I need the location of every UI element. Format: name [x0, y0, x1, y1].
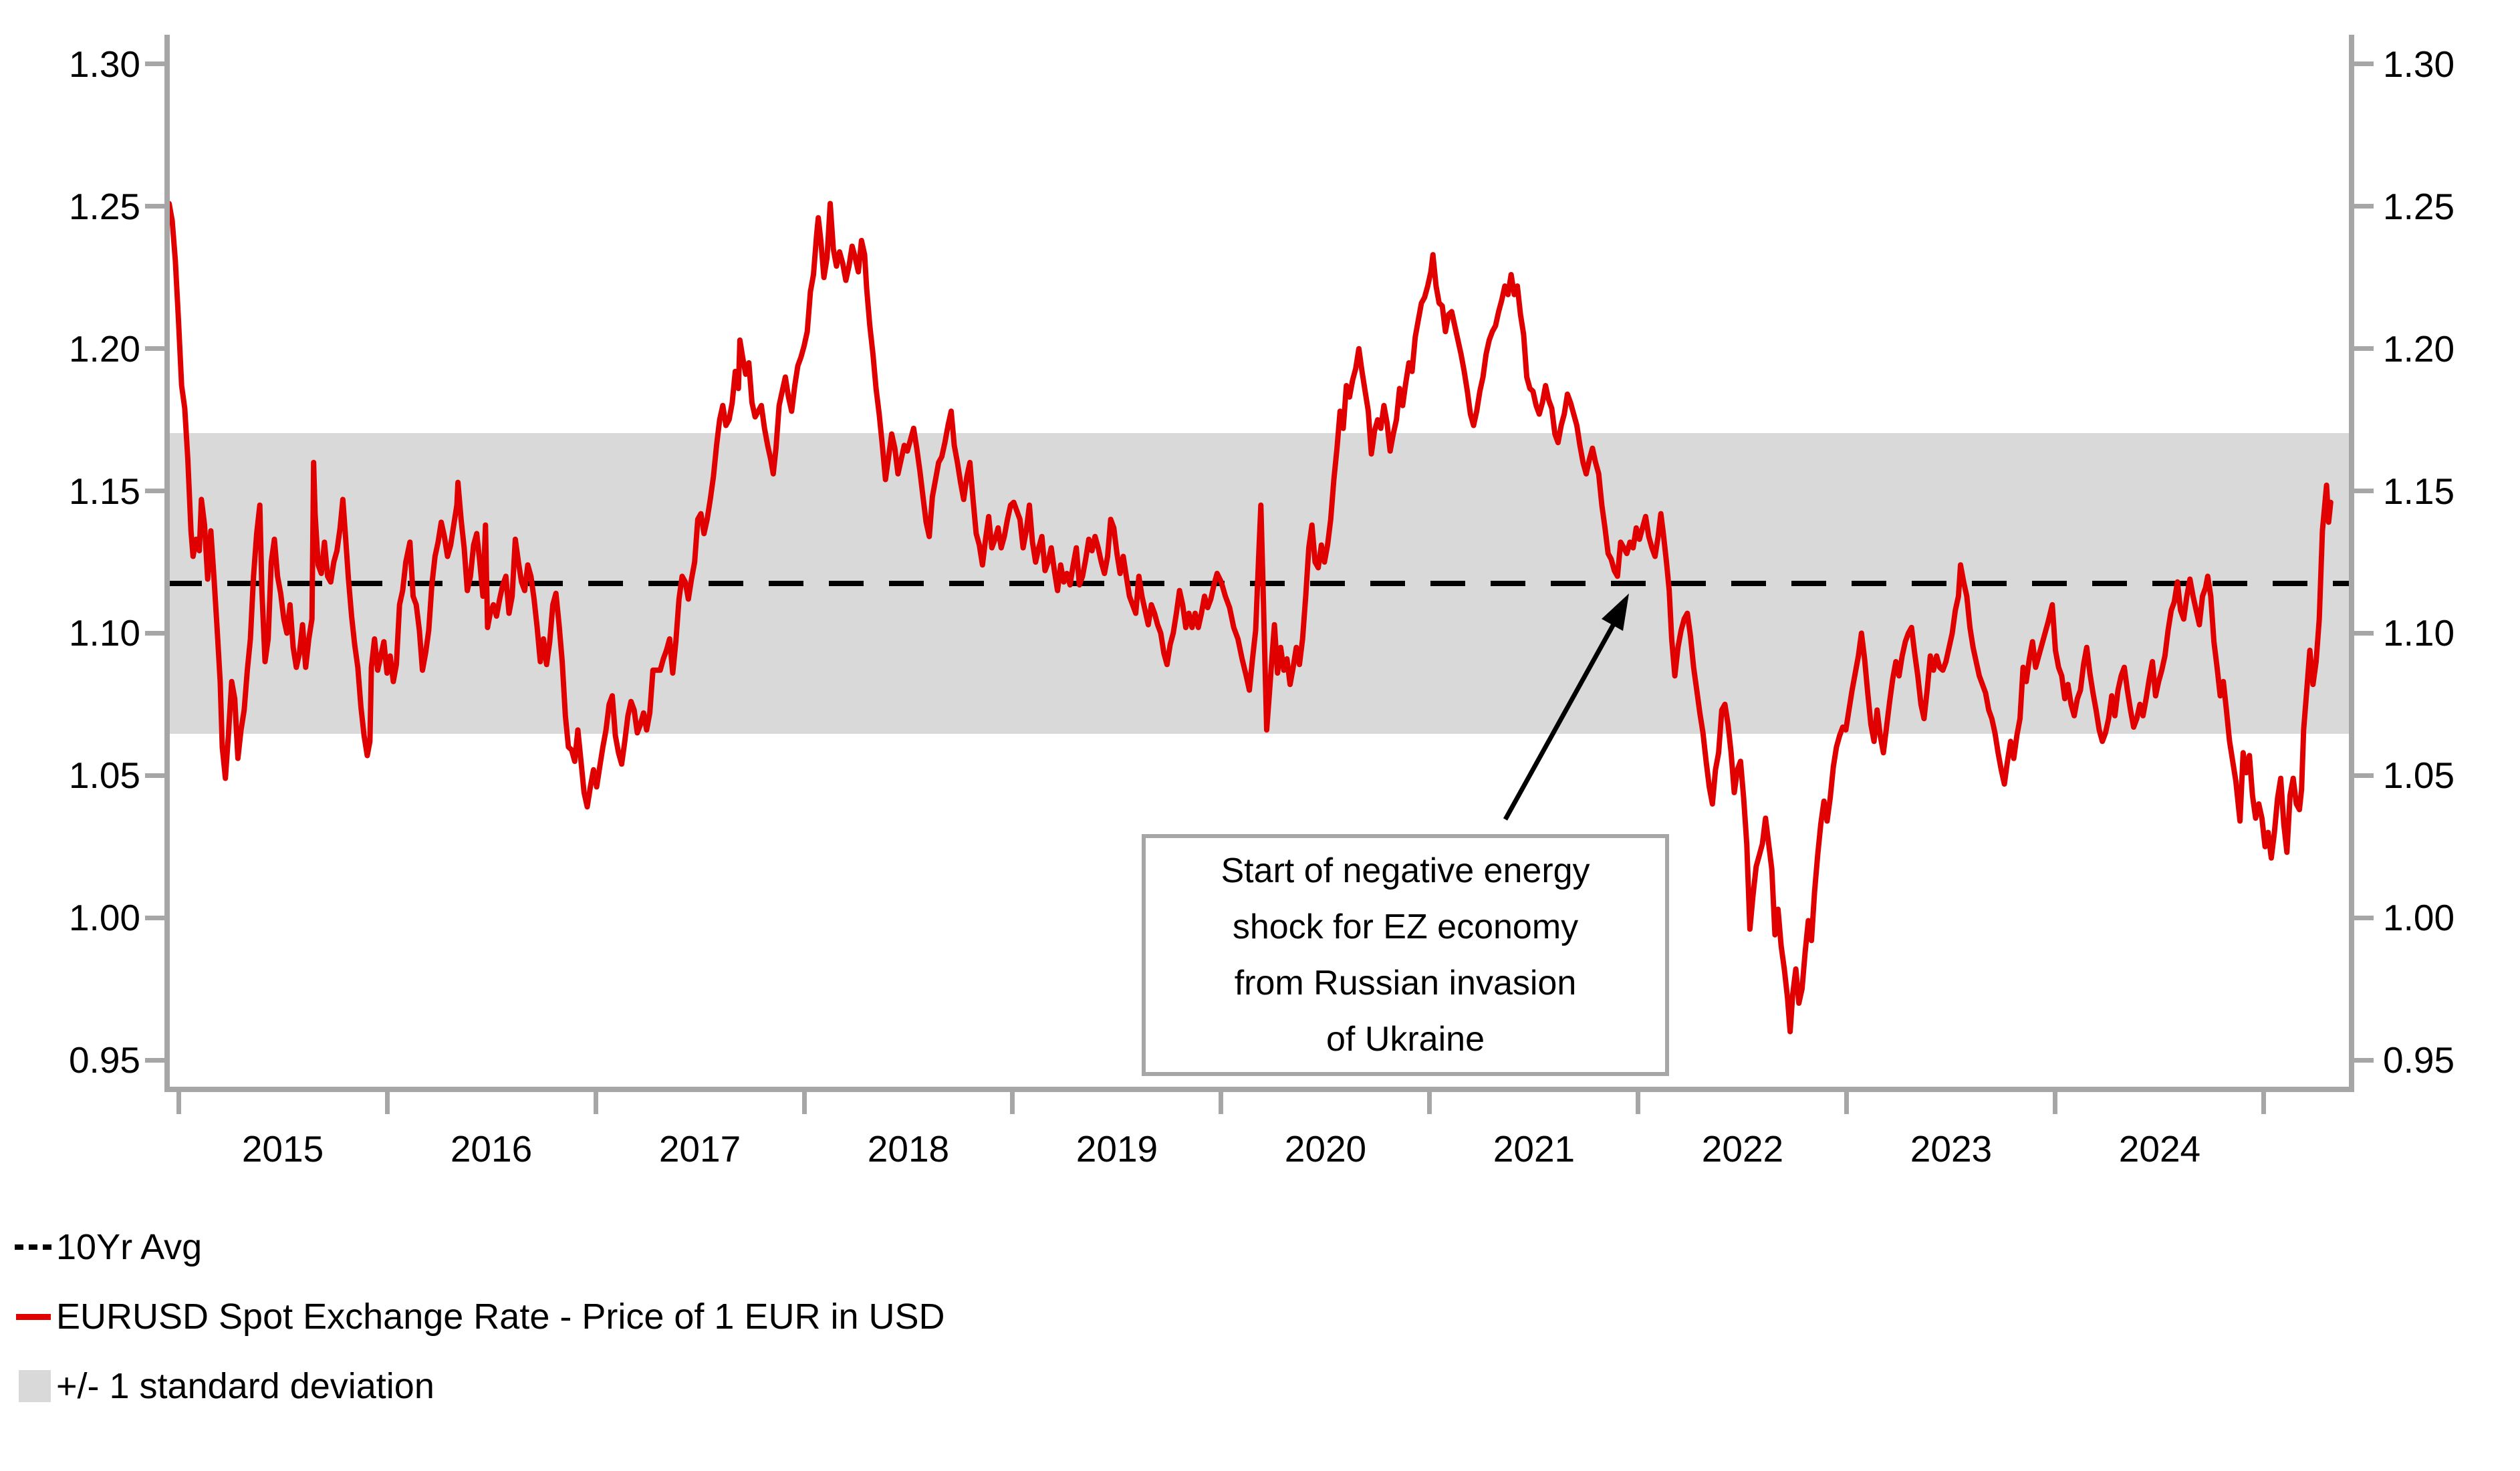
- y-tick-label-right: 1.25: [2383, 185, 2455, 227]
- x-tick-label: 2019: [1076, 1128, 1158, 1170]
- y-tick-label-left: 1.20: [68, 327, 140, 370]
- y-tick-label-left: 1.05: [68, 755, 140, 797]
- y-tick-left: [145, 773, 167, 778]
- x-tick: [1010, 1092, 1015, 1114]
- x-tick: [2053, 1092, 2058, 1114]
- stddev-band-swatch: [19, 1370, 51, 1402]
- x-tick: [176, 1092, 181, 1114]
- y-tick-right: [2352, 489, 2374, 494]
- y-tick-label-right: 1.00: [2383, 897, 2455, 939]
- plot-area: [166, 35, 2352, 1089]
- y-tick-right: [2352, 346, 2374, 352]
- y-tick-right: [2352, 204, 2374, 209]
- y-tick-label-right: 1.20: [2383, 327, 2455, 370]
- x-tick-label: 2024: [2118, 1128, 2201, 1170]
- x-tick-label: 2021: [1493, 1128, 1576, 1170]
- x-tick-label: 2018: [867, 1128, 950, 1170]
- y-tick-left: [145, 204, 167, 209]
- y-tick-left: [145, 1057, 167, 1063]
- eurusd-line: [166, 200, 2334, 1035]
- y-tick-left: [145, 915, 167, 920]
- x-tick: [2261, 1092, 2267, 1114]
- annotation-text: Start of negative energy shock for EZ ec…: [1221, 851, 1590, 1059]
- x-tick-label: 2020: [1284, 1128, 1367, 1170]
- y-tick-label-left: 1.10: [68, 612, 140, 654]
- legend-label-stddev: +/- 1 standard deviation: [56, 1366, 434, 1406]
- y-tick-label-left: 0.95: [68, 1039, 140, 1081]
- y-tick-label-left: 1.15: [68, 470, 140, 512]
- y-axis-right: [2349, 35, 2354, 1092]
- y-axis-left: [164, 35, 170, 1092]
- y-tick-right: [2352, 915, 2374, 920]
- x-tick-label: 2022: [1701, 1128, 1784, 1170]
- x-tick-label: 2016: [450, 1128, 533, 1170]
- y-tick-label-left: 1.30: [68, 43, 140, 85]
- y-tick-label-right: 1.15: [2383, 470, 2455, 512]
- red-line-swatch: [16, 1314, 51, 1320]
- x-tick: [593, 1092, 598, 1114]
- y-tick-label-right: 1.30: [2383, 43, 2455, 85]
- y-tick-label-left: 1.25: [68, 185, 140, 227]
- y-tick-label-right: 1.05: [2383, 755, 2455, 797]
- y-tick-label-left: 1.00: [68, 897, 140, 939]
- y-tick-left: [145, 61, 167, 67]
- x-tick: [1636, 1092, 1641, 1114]
- x-tick: [801, 1092, 807, 1114]
- y-tick-right: [2352, 630, 2374, 636]
- y-tick-label-right: 1.10: [2383, 612, 2455, 654]
- y-tick-left: [145, 489, 167, 494]
- legend-label-eurusd: EURUSD Spot Exchange Rate - Price of 1 E…: [56, 1297, 945, 1337]
- legend-label-10yr-avg: 10Yr Avg: [56, 1227, 203, 1267]
- annotation-box: Start of negative energy shock for EZ ec…: [1142, 834, 1669, 1076]
- x-axis: [164, 1087, 2354, 1092]
- y-tick-right: [2352, 61, 2374, 67]
- x-tick: [384, 1092, 390, 1114]
- y-tick-right: [2352, 773, 2374, 778]
- x-tick-label: 2017: [658, 1128, 741, 1170]
- y-tick-left: [145, 630, 167, 636]
- y-tick-label-right: 0.95: [2383, 1039, 2455, 1081]
- series-svg: [166, 200, 2334, 1035]
- y-tick-left: [145, 346, 167, 352]
- x-tick: [1844, 1092, 1850, 1114]
- x-tick: [1427, 1092, 1432, 1114]
- y-tick-right: [2352, 1057, 2374, 1063]
- x-tick: [1219, 1092, 1224, 1114]
- x-tick-label: 2015: [241, 1128, 324, 1170]
- x-tick-label: 2023: [1910, 1128, 1993, 1170]
